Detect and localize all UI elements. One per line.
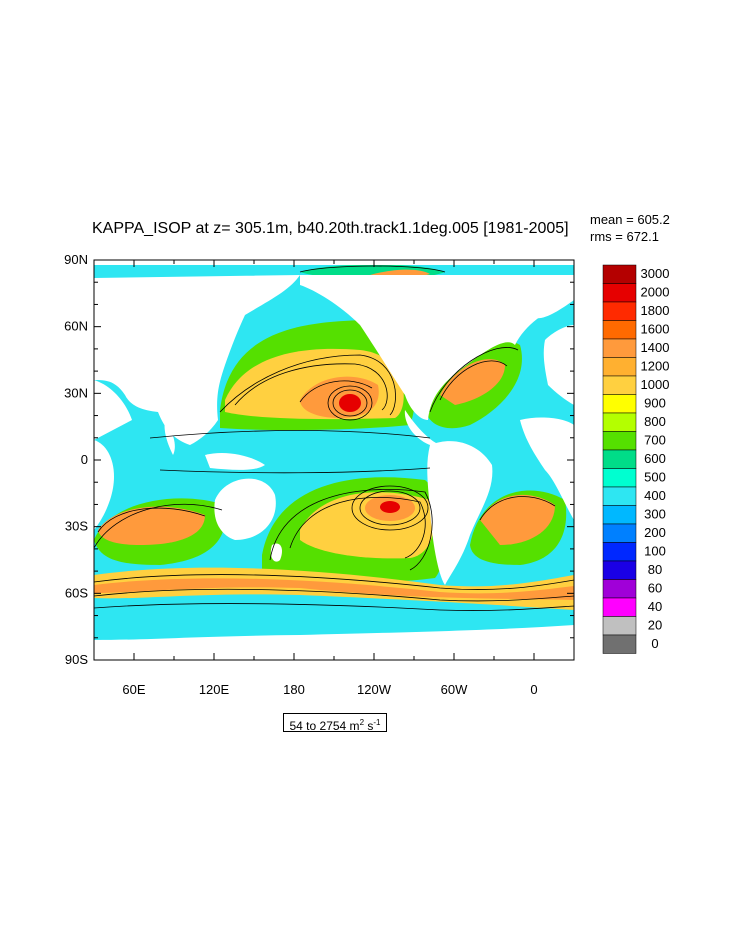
- land-arabia: [94, 380, 132, 440]
- x-tick-label: 120E: [199, 682, 230, 697]
- x-tick-label: 180: [283, 682, 305, 697]
- legend-label: 200: [644, 525, 666, 540]
- legend-swatch: [602, 283, 637, 303]
- southern-core: [94, 578, 574, 600]
- legend-label: 40: [648, 599, 662, 614]
- legend-swatch: [602, 486, 637, 506]
- legend-swatch: [602, 634, 637, 654]
- x-tick-label: 60E: [122, 682, 145, 697]
- map-title: KAPPA_ISOP at z= 305.1m, b40.20th.track1…: [92, 220, 569, 237]
- legend-label: 1800: [641, 303, 670, 318]
- x-axis: 60E 120E 180 120W 60W 0: [93, 260, 575, 697]
- legend-swatch: [602, 357, 637, 377]
- land-eurasia: [94, 275, 300, 445]
- x-tick-label: 0: [530, 682, 537, 697]
- land-south-america: [427, 441, 493, 585]
- contour-lines: [94, 265, 574, 611]
- legend-label: 100: [644, 544, 666, 559]
- y-axis: 90N 60N 30N 0 30S 60S 90S: [64, 252, 574, 667]
- land-india: [164, 420, 175, 455]
- legend-label: 1200: [641, 359, 670, 374]
- legend-swatch: [602, 375, 637, 395]
- natl-orange: [440, 359, 505, 405]
- legend-swatch: [602, 301, 637, 321]
- legend-swatch: [602, 523, 637, 543]
- legend-swatch: [602, 468, 637, 488]
- spac-max: [380, 501, 400, 513]
- units-box: 54 to 2754 m2 s-1: [283, 713, 387, 733]
- land-australia: [214, 478, 276, 540]
- legend-swatch: [602, 616, 637, 636]
- legend-swatch: [602, 579, 637, 599]
- legend-swatch: [602, 264, 637, 284]
- legend-swatch: [602, 338, 637, 358]
- land-north-america: [300, 275, 574, 420]
- legend-label: 0: [651, 636, 658, 651]
- legend-swatch: [602, 412, 637, 432]
- legend-label: 3000: [641, 266, 670, 281]
- legend-swatch: [602, 505, 637, 525]
- legend-label: 80: [648, 562, 662, 577]
- legend-swatch: [602, 320, 637, 340]
- y-tick-label: 30N: [64, 385, 88, 400]
- npac-max: [339, 394, 361, 412]
- y-tick-label: 60S: [65, 585, 88, 600]
- legend-label: 900: [644, 396, 666, 411]
- rms-value: rms = 672.1: [590, 229, 660, 244]
- satl-orange: [480, 494, 555, 545]
- legend-label: 700: [644, 433, 666, 448]
- units-mid: s: [364, 719, 374, 733]
- legend-label: 60: [648, 581, 662, 596]
- land-africa-west: [520, 417, 574, 520]
- land-greenland: [519, 275, 574, 319]
- legend-label: 300: [644, 507, 666, 522]
- land-africa-east: [94, 440, 115, 530]
- indian-orange: [98, 506, 205, 545]
- legend-label: 1600: [641, 322, 670, 337]
- legend-label: 500: [644, 470, 666, 485]
- legend-label: 600: [644, 451, 666, 466]
- legend-swatch: [602, 394, 637, 414]
- y-tick-label: 0: [81, 452, 88, 467]
- legend-label: 800: [644, 414, 666, 429]
- legend-label: 2000: [641, 285, 670, 300]
- y-tick-label: 90S: [65, 652, 88, 667]
- mean-value: mean = 605.2: [590, 212, 670, 227]
- y-tick-label: 90N: [64, 252, 88, 267]
- map-plot-area: [94, 260, 574, 660]
- land-central-america: [404, 410, 440, 447]
- legend-swatch: [602, 560, 637, 580]
- x-tick-label: 120W: [357, 682, 392, 697]
- units-text: 54 to 2754 m: [289, 719, 360, 733]
- land-antarctica: [94, 625, 574, 660]
- y-tick-label: 30S: [65, 519, 88, 534]
- units-sup-1: 2: [359, 718, 365, 727]
- land-new-zealand: [270, 543, 283, 562]
- land-indonesia: [205, 453, 265, 470]
- legend-label: 20: [648, 618, 662, 633]
- color-legend: 3000200018001600140012001000900800700600…: [602, 264, 670, 654]
- legend-label: 1000: [641, 377, 670, 392]
- legend-swatch: [602, 431, 637, 451]
- x-tick-label: 60W: [441, 682, 468, 697]
- y-tick-label: 60N: [64, 319, 88, 334]
- land-europe: [543, 325, 574, 405]
- stats-box: mean = 605.2 rms = 672.1: [590, 211, 670, 245]
- legend-label: 1400: [641, 340, 670, 355]
- legend-label: 400: [644, 488, 666, 503]
- legend-swatch: [602, 597, 637, 617]
- legend-swatch: [602, 449, 637, 469]
- antarctic-ocean: [94, 608, 574, 635]
- units-sup-2: -1: [373, 718, 381, 727]
- legend-swatch: [602, 542, 637, 562]
